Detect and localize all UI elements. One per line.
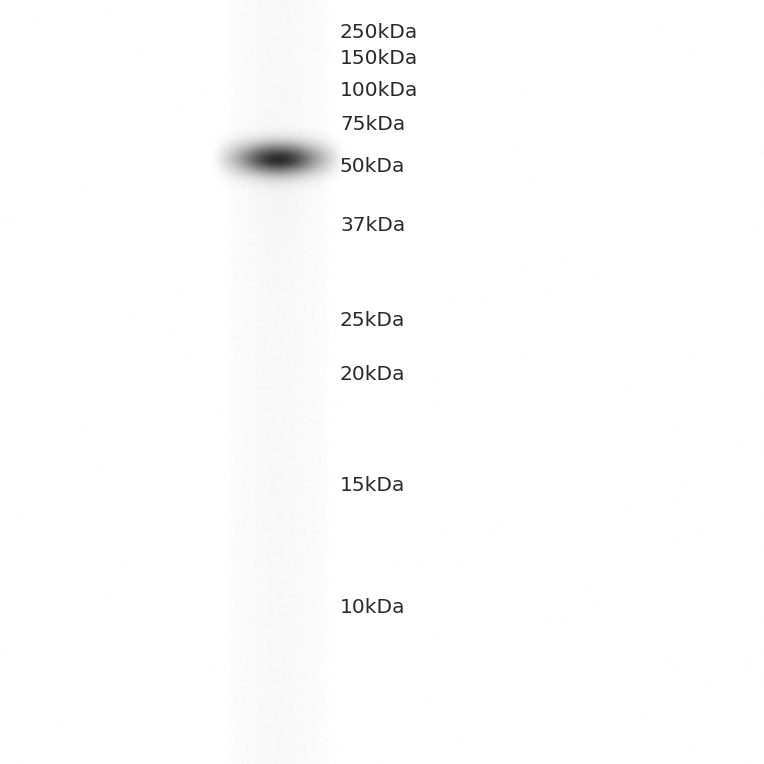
Text: 15kDa: 15kDa <box>340 476 406 494</box>
Text: 150kDa: 150kDa <box>340 50 418 68</box>
Text: 100kDa: 100kDa <box>340 81 419 99</box>
Text: 75kDa: 75kDa <box>340 115 405 134</box>
Text: 10kDa: 10kDa <box>340 598 406 617</box>
Text: 250kDa: 250kDa <box>340 23 418 41</box>
Text: 20kDa: 20kDa <box>340 365 406 384</box>
Text: 37kDa: 37kDa <box>340 216 405 235</box>
Text: 50kDa: 50kDa <box>340 157 406 176</box>
Text: 25kDa: 25kDa <box>340 312 406 330</box>
